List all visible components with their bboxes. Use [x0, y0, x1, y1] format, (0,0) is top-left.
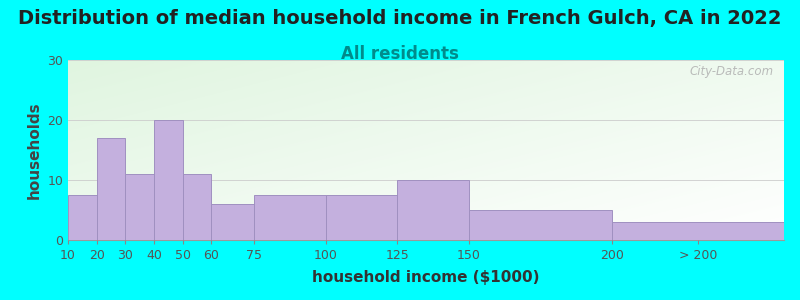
- Bar: [398, 180, 469, 240]
- Bar: [211, 204, 254, 240]
- Bar: [126, 174, 154, 240]
- X-axis label: household income ($1000): household income ($1000): [312, 270, 540, 285]
- Text: All residents: All residents: [341, 45, 459, 63]
- Bar: [254, 195, 326, 240]
- Text: City-Data.com: City-Data.com: [689, 65, 774, 78]
- Y-axis label: households: households: [26, 101, 42, 199]
- Bar: [182, 174, 211, 240]
- Bar: [97, 138, 126, 240]
- Text: Distribution of median household income in French Gulch, CA in 2022: Distribution of median household income …: [18, 9, 782, 28]
- Bar: [326, 195, 398, 240]
- Bar: [612, 222, 784, 240]
- Bar: [154, 120, 182, 240]
- Bar: [68, 195, 97, 240]
- Bar: [469, 210, 612, 240]
